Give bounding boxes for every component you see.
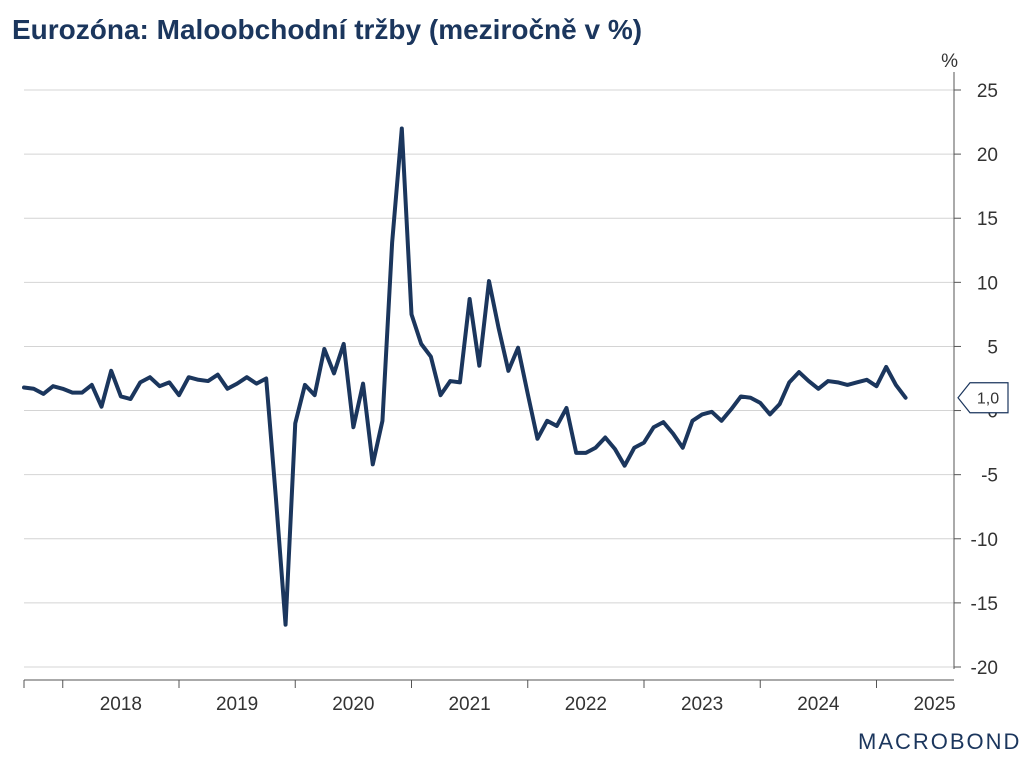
gridlines [24, 89, 954, 668]
x-tick-label: 2022 [565, 694, 607, 715]
x-tick-label: 2024 [797, 694, 840, 715]
y-tick-label: 20 [977, 145, 998, 166]
y-tick-label: 15 [977, 209, 998, 230]
x-axis: 2018 2019 2020 2021 2022 2023 2024 2025 [23, 679, 956, 715]
y-tick-label: -20 [971, 658, 998, 679]
x-tick-label: 2025 [913, 694, 955, 715]
chart-title: Eurozóna: Maloobchodní tržby (meziročně … [12, 14, 643, 45]
series-layer [22, 126, 908, 627]
y-axis: 2520151050-5-10-15-20 [953, 72, 998, 679]
y-tick-label: 10 [977, 273, 998, 294]
y-tick-label: 5 [987, 337, 998, 358]
last-value-label: 1,0 [977, 391, 999, 408]
x-tick-label: 2019 [216, 694, 258, 715]
y-tick-label: -10 [971, 530, 998, 551]
macrobond-logo: MACROBOND [858, 729, 1022, 754]
last-value-callout: 1,0 [957, 382, 1009, 414]
last-value-box [957, 382, 1009, 414]
x-tick-label: 2021 [448, 694, 490, 715]
x-tick-label: 2018 [100, 694, 142, 715]
y-tick-label: -15 [971, 594, 998, 615]
y-tick-label: 25 [977, 81, 998, 102]
x-tick-label: 2020 [332, 694, 374, 715]
x-tick-label: 2023 [681, 694, 723, 715]
y-tick-label: -5 [981, 466, 998, 487]
series-line-0 [22, 126, 908, 627]
y-axis-unit-label: % [941, 51, 958, 72]
